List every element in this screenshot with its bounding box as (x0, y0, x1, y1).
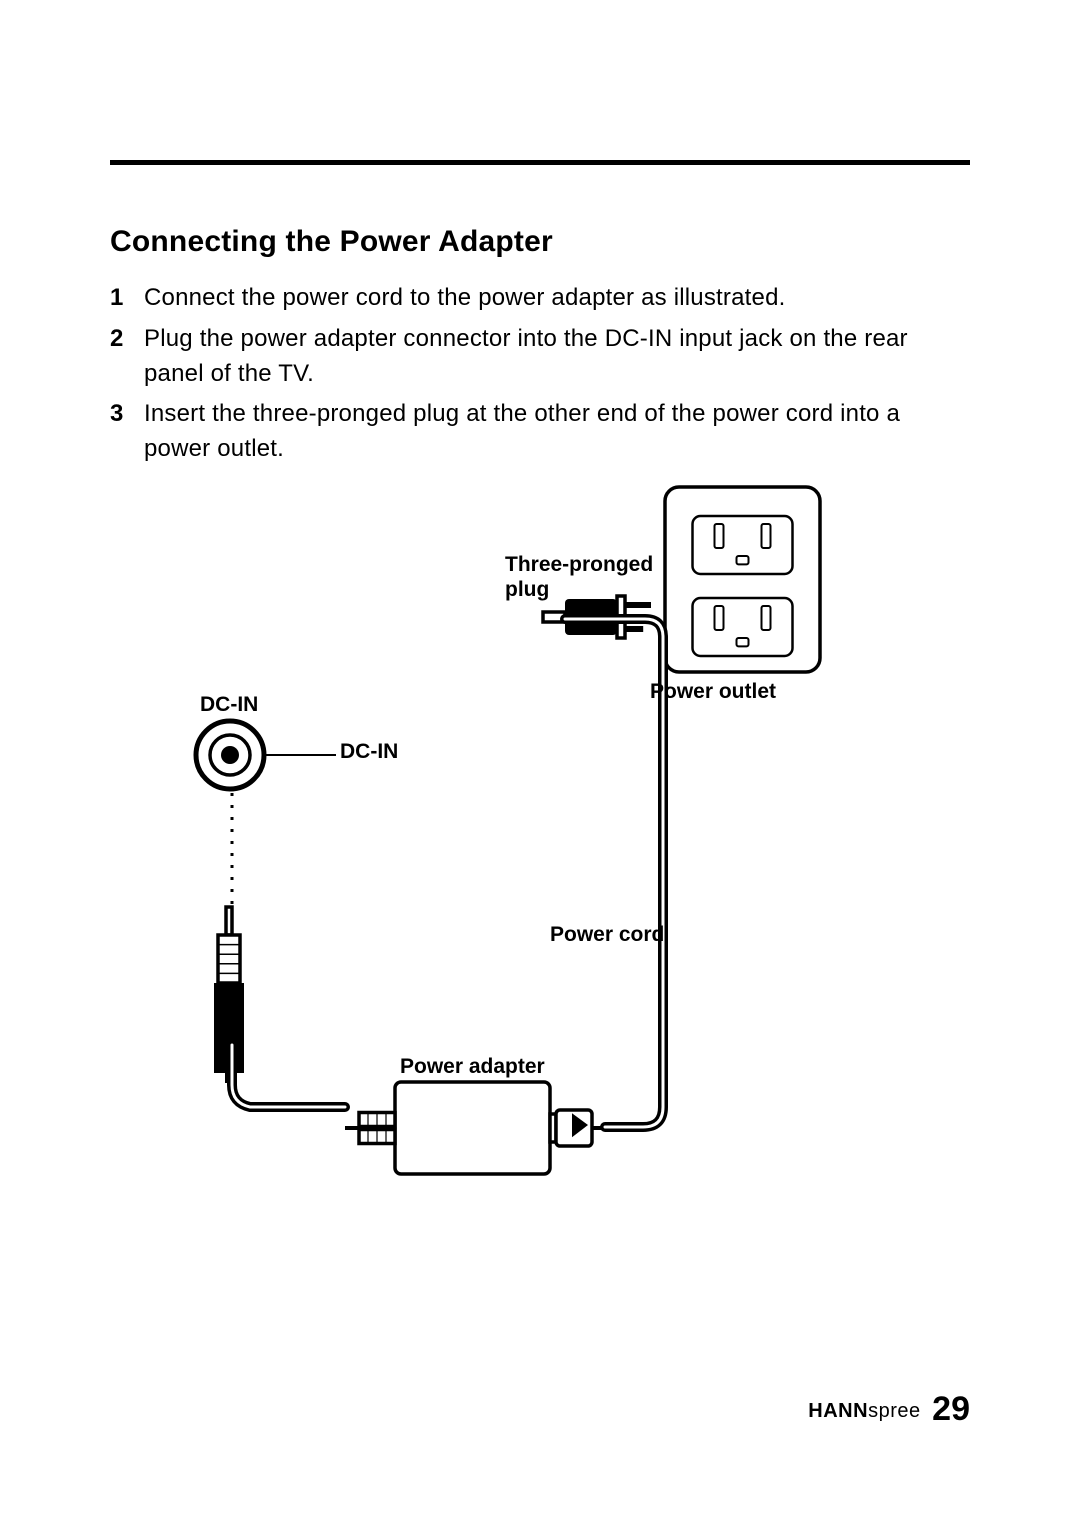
page-number: 29 (932, 1390, 970, 1428)
step-item: Connect the power cord to the power adap… (110, 281, 970, 316)
label-power-outlet: Power outlet (650, 679, 776, 704)
steps-list: Connect the power cord to the power adap… (110, 281, 970, 467)
power-adapter-diagram: DC-IN DC-IN Three-pronged plug Power out… (110, 477, 970, 1217)
label-three-pronged-plug: Three-pronged plug (505, 552, 653, 602)
footer-brand-bold: HANN (808, 1400, 868, 1422)
section-title: Connecting the Power Adapter (110, 225, 970, 259)
label-dc-in-above: DC-IN (200, 692, 258, 717)
footer-brand-light: spree (868, 1400, 921, 1422)
step-item: Plug the power adapter connector into th… (110, 322, 970, 392)
step-item: Insert the three-pronged plug at the oth… (110, 397, 970, 467)
section-rule (110, 160, 970, 165)
label-power-cord: Power cord (550, 922, 664, 947)
page-footer: HANNspree 29 (808, 1390, 970, 1429)
label-power-adapter: Power adapter (400, 1054, 545, 1079)
label-dc-in-leader: DC-IN (340, 739, 398, 764)
